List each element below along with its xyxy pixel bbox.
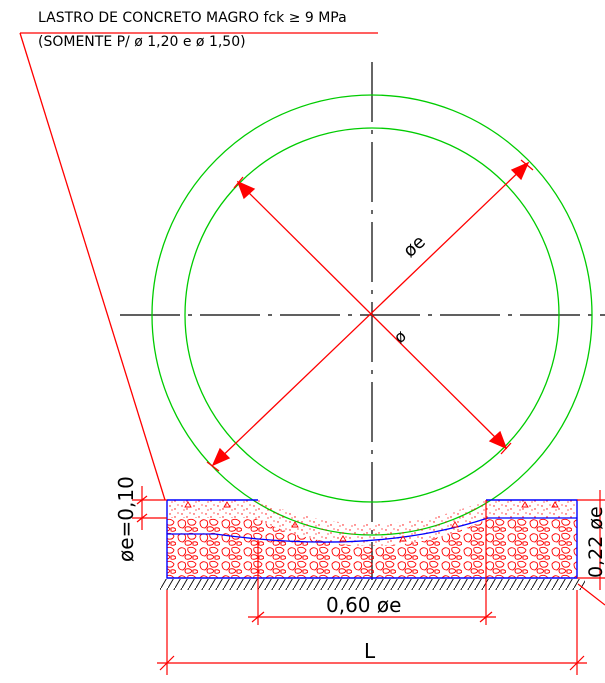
outer-arrow-top	[510, 161, 530, 181]
concrete-mark	[521, 501, 529, 508]
center-axes	[120, 62, 605, 580]
inner-arrow-bottom	[488, 430, 508, 450]
total-width-dimension	[157, 590, 587, 675]
concrete-mark	[339, 535, 347, 542]
bedding	[160, 499, 585, 590]
dim-tick	[479, 611, 493, 623]
total-width-label: L	[364, 639, 376, 663]
inner-diameter-label: ø	[390, 326, 410, 347]
inner-arrow-top	[236, 180, 256, 200]
dim-tick	[251, 611, 265, 623]
inner-tick-bottom	[500, 442, 512, 455]
concrete-mark	[551, 501, 559, 508]
concrete-mark	[399, 535, 407, 542]
concrete-mark	[223, 501, 231, 508]
left-thickness-dimension	[132, 486, 167, 530]
dim-tick	[159, 655, 175, 671]
gravel-layer	[167, 518, 577, 578]
dim-tick-extension	[577, 583, 605, 606]
bedding-width-label: 0,60 øe	[326, 593, 401, 617]
outer-diameter-label: øe	[399, 231, 429, 261]
outer-tick-bottom	[206, 461, 220, 472]
note-line-2: (SOMENTE P/ ø 1,20 e ø 1,50)	[38, 34, 246, 50]
dim-tick	[136, 495, 148, 505]
outer-arrow-bottom	[211, 447, 231, 467]
note-line-1: LASTRO DE CONCRETO MAGRO fck ≥ 9 MPa	[38, 10, 347, 26]
inner-diameter-line	[237, 181, 507, 449]
concrete-mark	[184, 501, 192, 508]
note-leader-line	[19, 32, 166, 501]
concrete-mark	[291, 521, 299, 528]
inner-tick-top	[233, 176, 244, 189]
bedding-width-dimension	[248, 500, 496, 625]
right-thickness-dimension	[577, 490, 605, 606]
dim-tick	[569, 655, 585, 671]
ground-hatch	[160, 579, 585, 590]
outer-tick-top	[520, 159, 534, 171]
diameter-dimensions	[206, 159, 534, 472]
bedding-inner-line	[167, 517, 577, 543]
sand-layer	[167, 500, 577, 546]
dim-tick	[136, 513, 148, 523]
right-thickness-label: 0,22 øe	[585, 506, 605, 578]
concrete-mark	[451, 521, 459, 528]
note-leader	[19, 32, 378, 501]
pipe-inner-wall	[184, 127, 560, 503]
left-thickness-label: øe=0,10	[114, 476, 138, 562]
